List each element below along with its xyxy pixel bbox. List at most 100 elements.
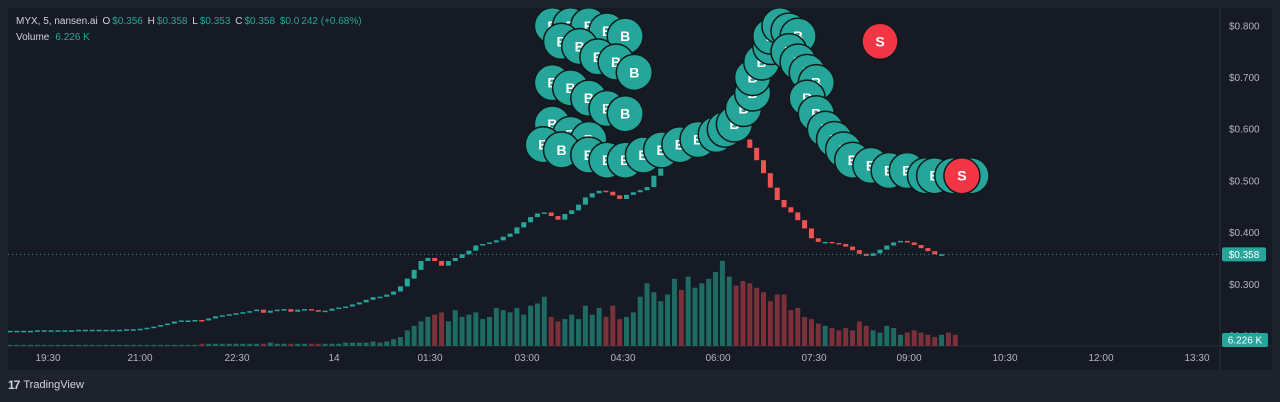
volume-bar [637, 296, 643, 346]
candle [487, 242, 492, 244]
symbol-label: MYX, 5, nansen.ai [16, 16, 98, 27]
candle [521, 222, 527, 228]
volume-bar [808, 319, 814, 346]
volume-bar [315, 343, 321, 346]
volume-bar [41, 344, 47, 346]
x-tick-label: 12:00 [1088, 353, 1113, 364]
candle [493, 240, 499, 243]
volume-bar [754, 287, 760, 346]
open-label: O [102, 16, 111, 27]
volume-bar [836, 330, 842, 346]
volume-bar [404, 330, 410, 346]
buy-bubble-letter: B [602, 23, 612, 39]
price-volume-chart[interactable]: $0.800$0.700$0.600$0.500$0.400$0.300$0.2… [8, 8, 1272, 370]
volume-bar [206, 343, 212, 346]
candle [932, 251, 938, 255]
candle [850, 246, 856, 251]
close-label: C [235, 16, 243, 27]
volume-bar [493, 307, 499, 346]
volume-bar [322, 343, 328, 346]
candle [555, 216, 561, 220]
candle [548, 212, 554, 217]
candle [103, 329, 109, 332]
candle [541, 212, 547, 214]
candle [582, 197, 588, 205]
buy-bubble-letter: B [866, 157, 876, 173]
buy-bubble[interactable]: B [606, 94, 644, 133]
volume-bar [288, 343, 294, 346]
candle [658, 166, 664, 176]
candle [281, 309, 287, 311]
volume-bar [274, 343, 280, 346]
volume-bar [610, 305, 616, 346]
volume-bar [733, 285, 739, 346]
volume-bar [555, 321, 561, 346]
volume-bar [466, 314, 472, 346]
candle [343, 306, 349, 309]
candle [507, 233, 513, 237]
volume-bar [918, 332, 924, 346]
buy-bubble[interactable]: B [615, 53, 654, 92]
candle [260, 309, 266, 313]
candle [219, 315, 225, 317]
candle [637, 190, 643, 193]
volume-bar [548, 316, 554, 346]
candle [418, 261, 424, 270]
candle [891, 242, 897, 246]
volume-bar [226, 343, 232, 346]
candle [562, 213, 568, 220]
sell-bubble[interactable]: S [943, 156, 981, 195]
volume-bar [507, 312, 513, 346]
candle [336, 307, 342, 310]
candle [589, 193, 595, 198]
candle [329, 308, 335, 311]
buy-bubble-letter: B [638, 147, 648, 163]
volume-bar [343, 342, 349, 346]
volume-bar [267, 342, 273, 346]
volume-bar [617, 319, 623, 346]
volume-bar [706, 278, 712, 346]
chart-frame[interactable]: $0.800$0.700$0.600$0.500$0.400$0.300$0.2… [8, 8, 1272, 370]
volume-bar [117, 344, 123, 346]
volume-bar [219, 343, 225, 346]
candle [21, 330, 27, 333]
candle [576, 204, 582, 211]
volume-bar [596, 307, 602, 346]
candle [815, 238, 821, 242]
candle [8, 330, 13, 333]
candle [795, 212, 801, 221]
candle [110, 329, 116, 332]
x-tick-label: 19:30 [35, 353, 60, 364]
buy-bubble-letter: B [584, 90, 594, 106]
candle [829, 241, 835, 244]
volume-bar [713, 272, 719, 346]
y-tick-label: $0.400 [1229, 228, 1260, 239]
candle [123, 329, 129, 331]
candle [82, 329, 88, 332]
candle [274, 309, 280, 312]
candle [158, 325, 164, 327]
volume-legend: Volume 6.226 K [16, 32, 90, 43]
sell-bubble[interactable]: S [861, 22, 899, 61]
volume-bar [144, 344, 150, 346]
volume-bar [863, 325, 869, 346]
last-price-tag-label: $0.358 [1229, 250, 1260, 261]
volume-bar [308, 343, 314, 346]
candle [171, 321, 177, 324]
candle [391, 291, 397, 295]
candle [226, 314, 232, 316]
volume-bar [624, 316, 629, 346]
buy-bubble-letter: B [584, 18, 594, 34]
buy-bubble-letter: B [629, 64, 639, 80]
volume-bar [788, 310, 794, 346]
candle [178, 320, 184, 322]
high-label: H [147, 16, 155, 27]
volume-bar [699, 283, 705, 346]
candle [514, 227, 520, 234]
volume-bar [843, 328, 849, 346]
candle [411, 269, 417, 279]
last-volume-tag-label: 6.226 K [1228, 336, 1263, 347]
volume-bar [870, 330, 876, 346]
volume-bar [62, 344, 68, 346]
volume-bar [110, 344, 116, 346]
